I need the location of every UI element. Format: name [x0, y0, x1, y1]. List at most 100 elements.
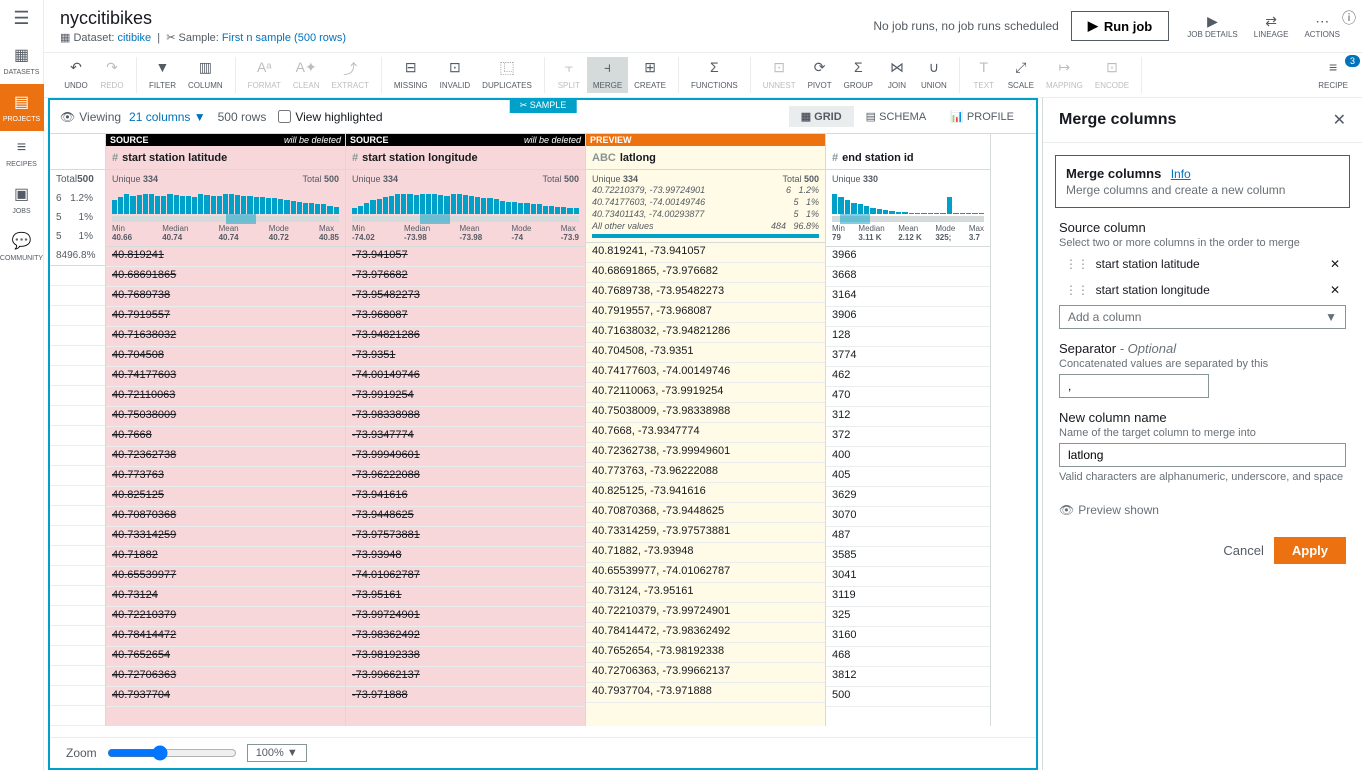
separator-input[interactable]: [1059, 374, 1209, 398]
info-icon[interactable]: ⓘ: [1342, 8, 1356, 28]
zoom-slider[interactable]: [107, 745, 237, 761]
hamburger-icon[interactable]: ☰: [13, 0, 29, 37]
toolbar-undo[interactable]: ↶UNDO: [58, 57, 94, 93]
table-cell: 40.7937704: [106, 687, 345, 707]
view-tab-schema[interactable]: ▤ SCHEMA: [854, 106, 939, 127]
table-cell: 40.773763: [106, 467, 345, 487]
table-cell: 40.71882, -73.93948: [586, 543, 825, 563]
toolbar-missing[interactable]: ⊟MISSING: [388, 57, 434, 93]
eye-icon: 👁: [1059, 503, 1074, 517]
zoom-value-dropdown[interactable]: 100% ▼: [247, 744, 307, 762]
toolbar-duplicates[interactable]: ⿺DUPLICATES: [476, 57, 538, 93]
dataset-link[interactable]: citibike: [118, 32, 152, 44]
table-cell: 40.72210379: [106, 607, 345, 627]
top-actions[interactable]: ⋯ACTIONS: [1298, 13, 1346, 39]
topbar: nyccitibikes ▦ Dataset: citibike | ✂ Sam…: [44, 0, 1362, 53]
column-lat: SOURCEwill be deleted #start station lat…: [106, 134, 346, 726]
view-tab-grid[interactable]: ▦ GRID: [789, 106, 854, 127]
toolbar-union[interactable]: ∪UNION: [915, 57, 953, 93]
table-cell: -73.95161: [346, 587, 585, 607]
table-cell: 500: [826, 687, 990, 707]
toolbar-create[interactable]: ⊞CREATE: [628, 57, 672, 93]
new-column-name-input[interactable]: [1059, 443, 1346, 467]
table-cell: 312: [826, 407, 990, 427]
toolbar-text: TTEXT: [966, 57, 1002, 93]
toolbar-recipe[interactable]: ≡RECIPE3: [1312, 57, 1354, 93]
table-cell: -73.95482273: [346, 287, 585, 307]
column-count-dropdown[interactable]: 21 columns ▼: [129, 110, 206, 124]
table-cell: 40.7652654: [106, 647, 345, 667]
table-cell: -73.99662137: [346, 667, 585, 687]
sample-tab[interactable]: ✂ SAMPLE: [510, 98, 577, 113]
table-cell: 40.75038009: [106, 407, 345, 427]
remove-source-icon[interactable]: ✕: [1330, 257, 1340, 271]
table-cell: 40.70870368, -73.9448625: [586, 503, 825, 523]
toolbar-pivot[interactable]: ⟳PIVOT: [802, 57, 838, 93]
cancel-button[interactable]: Cancel: [1223, 543, 1263, 558]
toolbar-group[interactable]: ΣGROUP: [838, 57, 879, 93]
source-column-item: ⋮⋮ start station latitude✕: [1059, 253, 1346, 275]
panel-title: Merge columns: [1059, 111, 1176, 129]
table-cell: 40.65539977: [106, 567, 345, 587]
table-cell: 40.825125, -73.941616: [586, 483, 825, 503]
toolbar-clean: A✦CLEAN: [287, 57, 326, 93]
table-cell: 40.78414472, -73.98362492: [586, 623, 825, 643]
sidebar-item-projects[interactable]: ▤PROJECTS: [0, 84, 44, 131]
table-cell: 487: [826, 527, 990, 547]
project-title: nyccitibikes: [60, 8, 346, 29]
toolbar-scale[interactable]: ⤢SCALE: [1002, 57, 1040, 93]
table-cell: 462: [826, 367, 990, 387]
table-cell: 3070: [826, 507, 990, 527]
table-cell: 405: [826, 467, 990, 487]
remove-source-icon[interactable]: ✕: [1330, 283, 1340, 297]
table-cell: 40.72210379, -73.99724901: [586, 603, 825, 623]
sidebar-item-jobs[interactable]: ▣JOBS: [0, 176, 44, 223]
table-cell: 468: [826, 647, 990, 667]
toolbar-invalid[interactable]: ⊡INVALID: [434, 57, 477, 93]
table-cell: -74.01062787: [346, 567, 585, 587]
job-status: No job runs, no job runs scheduled: [873, 19, 1058, 33]
table-cell: 40.72362738, -73.99949601: [586, 443, 825, 463]
toolbar-extract: ⤴EXTRACT: [326, 57, 375, 93]
close-icon[interactable]: ✕: [1333, 110, 1346, 130]
toolbar-merge[interactable]: ⫞MERGE: [587, 57, 628, 93]
table-cell: -73.94821286: [346, 327, 585, 347]
table-cell: -73.971888: [346, 687, 585, 707]
column-end-station-id: #end station id Unique 330 Min79Median3.…: [826, 134, 991, 726]
column-lon: SOURCEwill be deleted #start station lon…: [346, 134, 586, 726]
sidebar-item-recipes[interactable]: ≡RECIPES: [0, 131, 44, 176]
apply-button[interactable]: Apply: [1274, 537, 1346, 564]
view-tab-profile[interactable]: 📊 PROFILE: [938, 106, 1026, 127]
table-cell: 40.70870368: [106, 507, 345, 527]
sample-link[interactable]: First n sample (500 rows): [222, 32, 346, 44]
table-cell: 40.819241, -73.941057: [586, 243, 825, 263]
toolbar-filter[interactable]: ▼FILTER: [143, 57, 182, 93]
toolbar-functions[interactable]: ΣFUNCTIONS: [685, 57, 744, 93]
table-cell: 40.825125: [106, 487, 345, 507]
table-cell: 40.71882: [106, 547, 345, 567]
toolbar-join[interactable]: ⋈JOIN: [879, 57, 915, 93]
table-cell: -73.96222088: [346, 467, 585, 487]
run-job-button[interactable]: ▶ Run job: [1071, 11, 1169, 41]
table-cell: 40.7689738: [106, 287, 345, 307]
add-column-dropdown[interactable]: Add a column▼: [1059, 305, 1346, 329]
table-cell: 40.819241: [106, 247, 345, 267]
table-cell: 40.71638032: [106, 327, 345, 347]
top-job-details[interactable]: ▶JOB DETAILS: [1181, 13, 1244, 39]
table-cell: 3906: [826, 307, 990, 327]
view-highlighted-checkbox[interactable]: [278, 110, 291, 123]
table-cell: 40.72706363, -73.99662137: [586, 663, 825, 683]
table-cell: 40.75038009, -73.98338988: [586, 403, 825, 423]
table-cell: 470: [826, 387, 990, 407]
toolbar-split: ⫟SPLIT: [551, 57, 587, 93]
table-cell: 3164: [826, 287, 990, 307]
toolbar-column[interactable]: ▥COLUMN: [182, 57, 229, 93]
toolbar-encode: ⊡ENCODE: [1089, 57, 1135, 93]
top-lineage[interactable]: ⇄LINEAGE: [1248, 13, 1295, 39]
table-cell: 3966: [826, 247, 990, 267]
sidebar-item-community[interactable]: 💬COMMUNITY: [0, 223, 44, 270]
table-cell: -73.968087: [346, 307, 585, 327]
table-cell: 40.68691865, -73.976682: [586, 263, 825, 283]
sidebar-item-datasets[interactable]: ▦DATASETS: [0, 37, 44, 84]
info-link[interactable]: Info: [1171, 167, 1191, 181]
